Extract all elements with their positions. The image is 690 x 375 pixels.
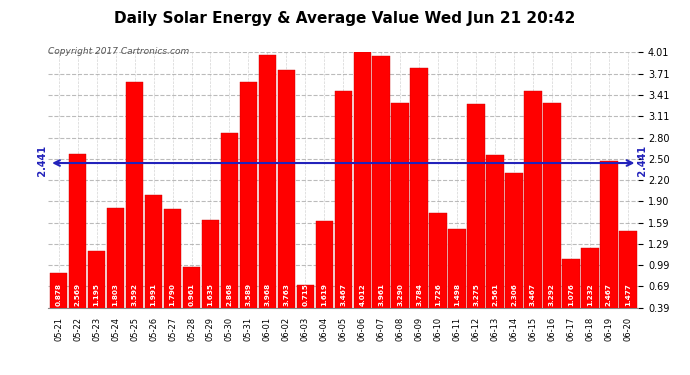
Bar — [297, 285, 314, 335]
Text: 4.012: 4.012 — [359, 284, 365, 306]
Text: 3.292: 3.292 — [549, 283, 555, 306]
Bar — [353, 53, 371, 335]
Bar — [201, 220, 219, 335]
Bar — [373, 56, 390, 335]
Bar — [277, 70, 295, 335]
Bar — [183, 267, 200, 335]
Bar — [411, 68, 428, 335]
Bar — [524, 91, 542, 335]
Text: 1.076: 1.076 — [568, 283, 574, 306]
Text: 1.803: 1.803 — [112, 283, 119, 306]
Text: 2.868: 2.868 — [226, 283, 233, 306]
Text: 2.561: 2.561 — [492, 283, 498, 306]
Bar — [543, 103, 561, 335]
Bar — [50, 273, 68, 335]
Bar — [315, 221, 333, 335]
Text: 2.306: 2.306 — [511, 283, 517, 306]
Bar — [505, 172, 523, 335]
Text: 1.232: 1.232 — [587, 284, 593, 306]
Text: 1.991: 1.991 — [150, 283, 157, 306]
Text: 3.763: 3.763 — [284, 283, 289, 306]
Text: 0.961: 0.961 — [188, 283, 195, 306]
Text: 0.715: 0.715 — [302, 283, 308, 306]
Bar — [391, 103, 409, 335]
Bar — [69, 154, 86, 335]
Text: 3.589: 3.589 — [246, 283, 251, 306]
Bar — [581, 248, 599, 335]
Text: 3.784: 3.784 — [416, 283, 422, 306]
Bar — [107, 208, 124, 335]
Text: 3.968: 3.968 — [264, 283, 270, 306]
Text: 1.498: 1.498 — [454, 283, 460, 306]
Text: 1.726: 1.726 — [435, 283, 441, 306]
Text: 2.467: 2.467 — [606, 283, 612, 306]
Text: 3.290: 3.290 — [397, 283, 403, 306]
Text: 1.477: 1.477 — [625, 284, 631, 306]
Text: 2.569: 2.569 — [75, 283, 81, 306]
Bar — [221, 133, 238, 335]
Text: 2.441: 2.441 — [638, 146, 648, 180]
Text: 3.467: 3.467 — [530, 283, 536, 306]
Text: Average  ($): Average ($) — [495, 32, 558, 41]
Text: 1.619: 1.619 — [322, 283, 327, 306]
Bar — [259, 56, 276, 335]
Bar — [164, 209, 181, 335]
Text: Copyright 2017 Cartronics.com: Copyright 2017 Cartronics.com — [48, 47, 190, 56]
Bar — [467, 104, 485, 335]
Text: 0.878: 0.878 — [56, 283, 61, 306]
Text: 2.441: 2.441 — [39, 146, 48, 180]
Bar — [619, 231, 637, 335]
Bar — [126, 82, 144, 335]
Bar — [448, 230, 466, 335]
Text: 3.467: 3.467 — [340, 283, 346, 306]
Bar — [335, 91, 352, 335]
Bar — [429, 213, 447, 335]
Bar — [600, 161, 618, 335]
Text: 3.961: 3.961 — [378, 283, 384, 306]
Text: Daily   ($): Daily ($) — [596, 32, 645, 41]
Text: Daily Solar Energy & Average Value Wed Jun 21 20:42: Daily Solar Energy & Average Value Wed J… — [115, 11, 575, 26]
Text: 1.790: 1.790 — [170, 283, 175, 306]
Text: 3.275: 3.275 — [473, 283, 479, 306]
Bar — [562, 259, 580, 335]
Text: 1.195: 1.195 — [94, 283, 99, 306]
Bar — [145, 195, 162, 335]
Text: 1.635: 1.635 — [208, 283, 213, 306]
Bar — [88, 251, 106, 335]
Bar — [486, 154, 504, 335]
Bar — [239, 82, 257, 335]
Text: 3.592: 3.592 — [132, 283, 137, 306]
